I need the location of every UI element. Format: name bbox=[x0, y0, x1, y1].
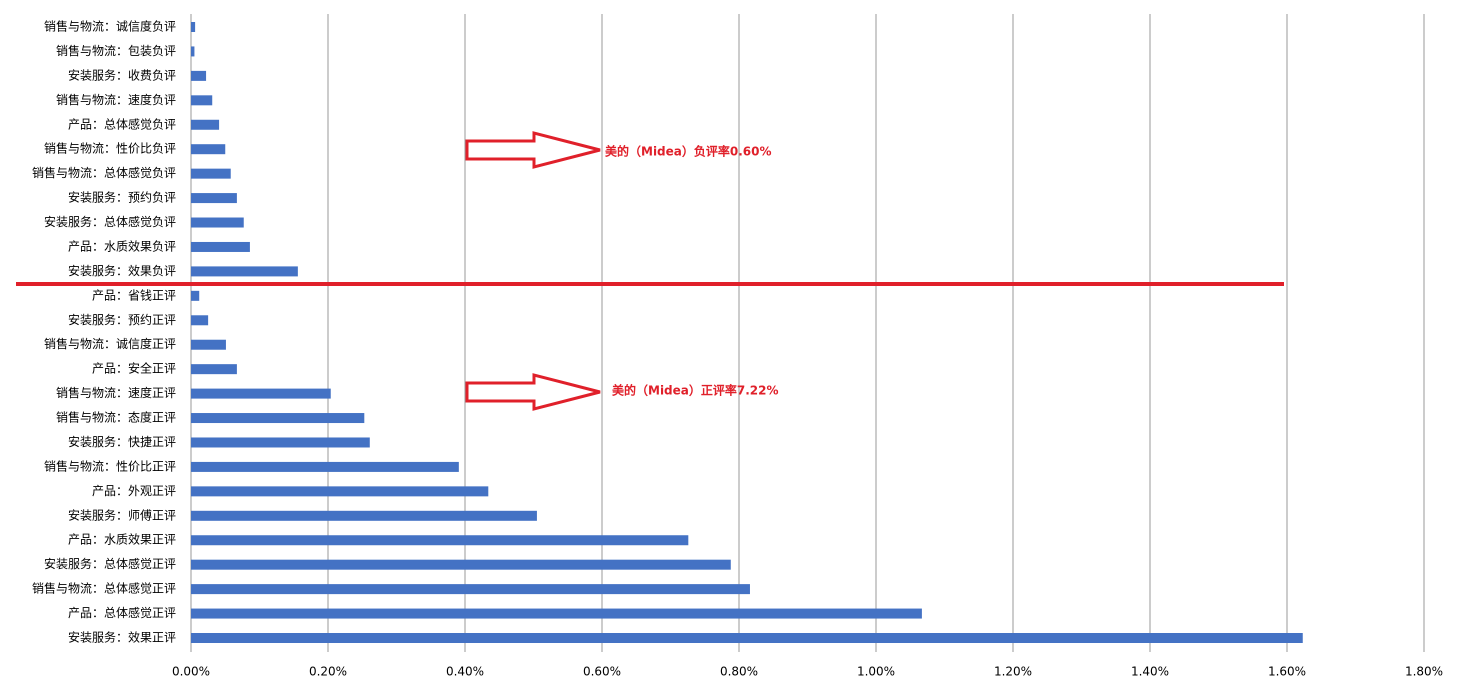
bar bbox=[191, 510, 537, 521]
bar bbox=[191, 461, 459, 472]
y-tick-label: 产品：总体感觉负评 bbox=[68, 116, 176, 131]
y-tick-label: 产品：外观正评 bbox=[92, 484, 176, 498]
y-tick-label: 安装服务：预约负评 bbox=[68, 190, 176, 205]
y-tick-label: 销售与物流：总体感觉正评 bbox=[32, 581, 176, 596]
x-tick-label: 0.20% bbox=[309, 665, 347, 679]
bar bbox=[191, 339, 226, 350]
y-tick-label: 产品：水质效果负评 bbox=[68, 238, 176, 253]
bar bbox=[191, 95, 213, 106]
bar bbox=[191, 486, 489, 497]
y-tick-label: 销售与物流：性价比负评 bbox=[44, 141, 176, 156]
bar bbox=[191, 364, 237, 375]
y-tick-label: 销售与物流：诚信度负评 bbox=[44, 19, 176, 34]
y-tick-label: 产品：省钱正评 bbox=[92, 287, 176, 302]
x-tick-label: 0.00% bbox=[172, 665, 210, 679]
annotation: 美的（Midea）正评率7.22% bbox=[612, 383, 779, 398]
y-tick-label: 销售与物流：性价比正评 bbox=[44, 458, 176, 473]
y-tick-label: 安装服务：预约正评 bbox=[68, 312, 176, 327]
bar bbox=[191, 413, 365, 424]
y-tick-label: 安装服务：快捷正评 bbox=[68, 434, 176, 449]
arrow bbox=[465, 373, 601, 411]
y-tick-label: 产品：总体感觉正评 bbox=[68, 605, 176, 620]
x-tick-label: 1.40% bbox=[1131, 665, 1169, 679]
x-tick-label: 0.60% bbox=[583, 665, 621, 679]
bar bbox=[191, 193, 237, 204]
bar bbox=[191, 70, 207, 81]
bar bbox=[191, 168, 231, 179]
bars bbox=[191, 22, 1303, 643]
arrow bbox=[465, 131, 601, 169]
x-tick-label: 1.00% bbox=[857, 665, 895, 679]
bar bbox=[191, 217, 244, 228]
bar bbox=[191, 290, 200, 301]
bar bbox=[191, 119, 220, 130]
x-tick-label: 0.80% bbox=[720, 665, 758, 679]
x-tick-label: 1.80% bbox=[1405, 665, 1443, 679]
bar bbox=[191, 559, 731, 570]
x-tick-label: 1.20% bbox=[994, 665, 1032, 679]
bar bbox=[191, 608, 922, 619]
bar bbox=[191, 46, 195, 57]
y-tick-label: 产品：安全正评 bbox=[92, 361, 176, 376]
y-tick-label: 销售与物流：速度正评 bbox=[56, 385, 176, 400]
bar bbox=[191, 633, 1303, 643]
annotation: 美的（Midea）负评率0.60% bbox=[605, 144, 772, 159]
y-tick-label: 安装服务：效果负评 bbox=[68, 263, 176, 278]
y-tick-label: 安装服务：总体感觉正评 bbox=[44, 556, 176, 571]
y-tick-label: 销售与物流：态度正评 bbox=[56, 410, 176, 425]
bar bbox=[191, 388, 331, 399]
x-tick-label: 0.40% bbox=[446, 665, 484, 679]
y-tick-label: 安装服务：总体感觉负评 bbox=[44, 214, 176, 229]
y-tick-label: 安装服务：师傅正评 bbox=[68, 507, 176, 522]
y-tick-label: 销售与物流：总体感觉负评 bbox=[32, 165, 176, 180]
y-tick-label: 销售与物流：包装负评 bbox=[56, 43, 176, 58]
bar bbox=[191, 437, 370, 448]
bar bbox=[191, 22, 196, 32]
bar bbox=[191, 266, 298, 277]
x-tick-label: 1.60% bbox=[1268, 665, 1306, 679]
y-tick-label: 销售与物流：诚信度正评 bbox=[44, 336, 176, 351]
y-tick-label: 销售与物流：速度负评 bbox=[56, 92, 176, 107]
bar bbox=[191, 315, 209, 326]
y-tick-label: 安装服务：收费负评 bbox=[68, 67, 176, 82]
bar bbox=[191, 144, 226, 155]
grid: 0.00% 0.20% 0.40% 0.60% 0.80% 1.00% 1.20% 1.40%… bbox=[32, 14, 1443, 679]
bar bbox=[191, 241, 250, 252]
y-tick-label: 安装服务：效果正评 bbox=[68, 630, 176, 645]
bar bbox=[191, 584, 750, 595]
y-tick-label: 产品：水质效果正评 bbox=[68, 532, 176, 547]
bar bbox=[191, 535, 689, 546]
